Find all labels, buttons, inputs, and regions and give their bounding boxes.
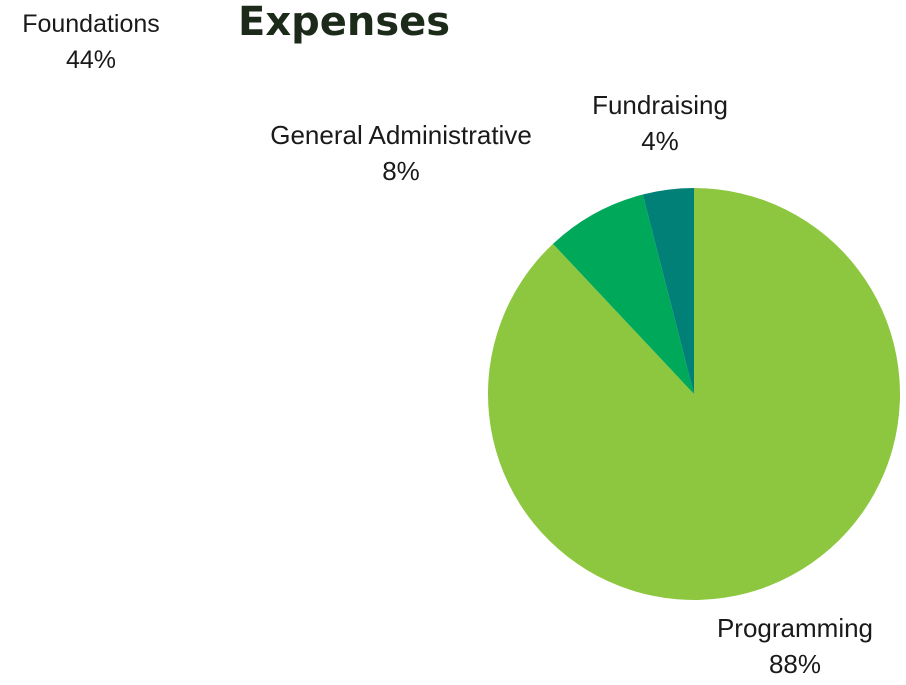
pie-chart xyxy=(0,0,906,685)
